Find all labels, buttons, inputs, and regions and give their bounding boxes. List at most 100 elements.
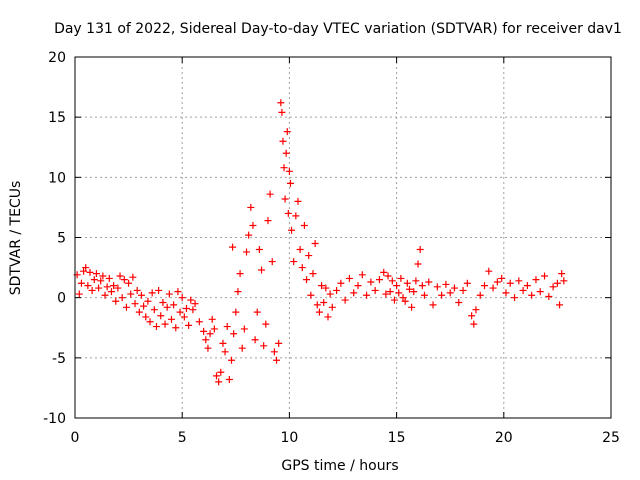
data-point [410, 288, 418, 296]
data-point [328, 303, 336, 311]
data-point [294, 197, 302, 205]
data-point [155, 286, 163, 294]
data-point [515, 277, 523, 285]
data-point [388, 277, 396, 285]
data-point [208, 315, 216, 323]
data-point [536, 288, 544, 296]
data-point [82, 264, 90, 272]
data-point [135, 308, 143, 316]
data-point [137, 291, 145, 299]
data-point [553, 279, 561, 287]
data-point [206, 330, 214, 338]
data-point [129, 273, 137, 281]
data-point [380, 268, 388, 276]
data-point [95, 284, 103, 292]
data-point [97, 277, 105, 285]
data-point [99, 272, 107, 280]
data-point [262, 320, 270, 328]
data-point [354, 282, 362, 290]
data-point [318, 282, 326, 290]
data-point [185, 321, 193, 329]
data-point [229, 243, 237, 251]
data-point [174, 288, 182, 296]
data-point [223, 323, 231, 331]
data-point [253, 308, 261, 316]
data-point [230, 330, 238, 338]
data-point [110, 282, 118, 290]
data-point [217, 368, 225, 376]
data-point [367, 278, 375, 286]
data-point [290, 258, 298, 266]
data-point [228, 356, 236, 364]
data-point [315, 308, 323, 316]
chart-title: Day 131 of 2022, Sidereal Day-to-day VTE… [54, 21, 622, 37]
y-tick-label: 10 [48, 170, 66, 186]
data-point [251, 336, 259, 344]
data-points [73, 99, 568, 386]
data-point [238, 344, 246, 352]
data-point [80, 267, 88, 275]
data-point [511, 294, 519, 302]
data-point [399, 294, 407, 302]
data-point [442, 280, 450, 288]
data-point [112, 297, 120, 305]
data-point [167, 315, 175, 323]
data-point [195, 318, 203, 326]
data-point [382, 290, 390, 298]
data-point [236, 270, 244, 278]
data-point [187, 296, 195, 304]
data-point [345, 274, 353, 282]
data-point [279, 137, 287, 145]
data-point [320, 298, 328, 306]
data-point [506, 279, 514, 287]
data-point [468, 312, 476, 320]
data-point [305, 252, 313, 260]
data-point [202, 336, 210, 344]
y-tick-label: -5 [52, 351, 66, 367]
data-point [459, 286, 467, 294]
data-point [90, 276, 98, 284]
data-point [358, 271, 366, 279]
data-point [146, 318, 154, 326]
data-point [266, 190, 274, 198]
data-point [140, 302, 148, 310]
data-point [245, 231, 253, 239]
data-point [286, 179, 294, 187]
data-point [519, 286, 527, 294]
data-point [296, 246, 304, 254]
data-point [470, 320, 478, 328]
data-point [163, 303, 171, 311]
data-point [476, 291, 484, 299]
data-point [176, 308, 184, 316]
data-point [549, 283, 557, 291]
data-point [532, 276, 540, 284]
x-tick-label: 5 [178, 430, 187, 446]
data-point [502, 289, 510, 297]
data-point [545, 292, 553, 300]
data-point [285, 167, 293, 175]
x-tick-label: 10 [280, 430, 298, 446]
data-point [122, 303, 130, 311]
data-point [397, 274, 405, 282]
data-point [150, 306, 158, 314]
data-point [249, 221, 257, 229]
data-point [144, 297, 152, 305]
data-point [232, 308, 240, 316]
data-point [450, 284, 458, 292]
data-point [298, 264, 306, 272]
data-point [333, 286, 341, 294]
data-point [161, 320, 169, 328]
data-point [92, 270, 100, 278]
y-tick-label: 15 [48, 110, 66, 126]
data-point [180, 313, 188, 321]
data-point [247, 203, 255, 211]
data-point [189, 306, 197, 314]
data-point [560, 277, 568, 285]
data-point [523, 282, 531, 290]
data-point [350, 289, 358, 297]
data-point [326, 290, 334, 298]
data-point [429, 301, 437, 309]
data-point [88, 286, 96, 294]
data-point [401, 297, 409, 305]
